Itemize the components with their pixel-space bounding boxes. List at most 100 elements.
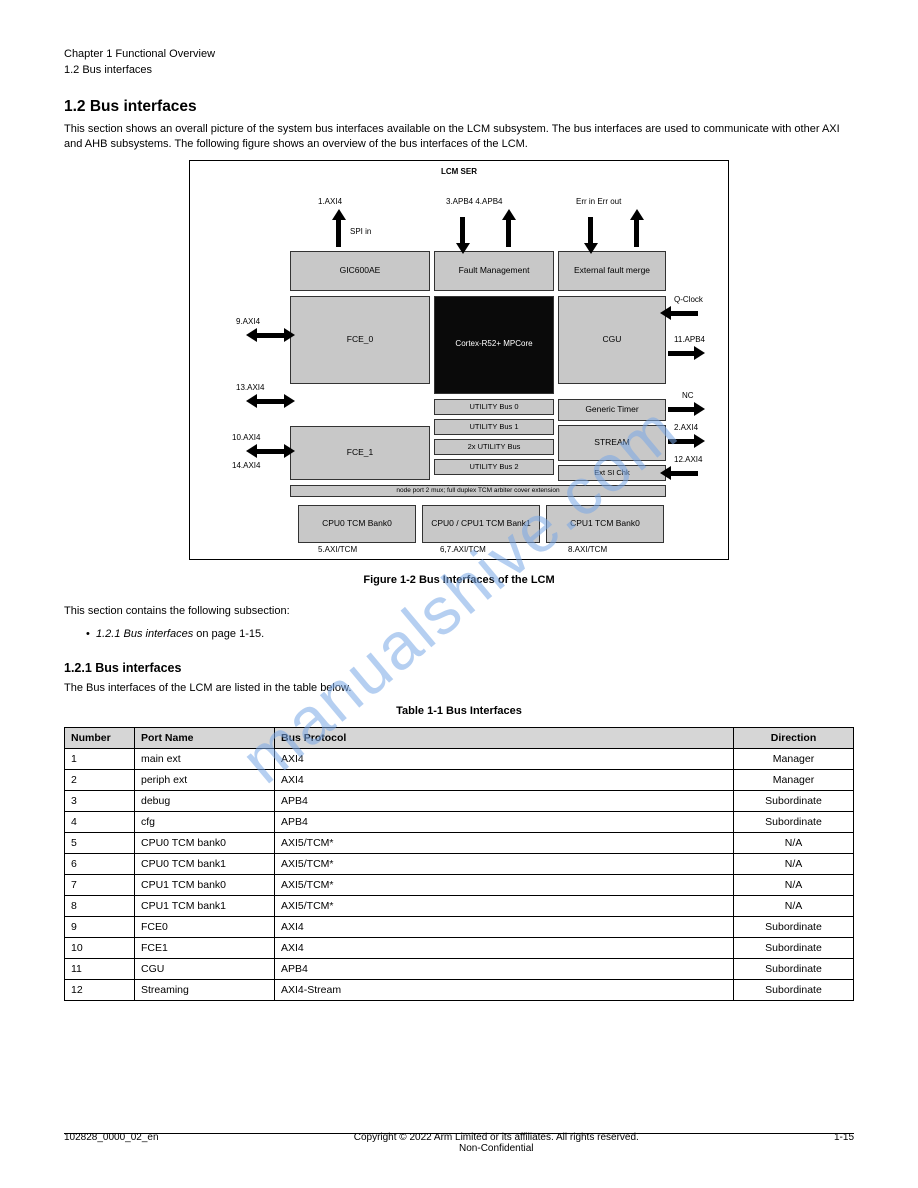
figure-frame: LCM SER GIC600AE Fault Management Extern… bbox=[189, 160, 729, 560]
arrow-icon bbox=[630, 209, 644, 220]
table-caption: Table 1-1 Bus Interfaces bbox=[64, 704, 854, 719]
table-cell: 10 bbox=[65, 938, 135, 959]
table-row: 2periph extAXI4Manager bbox=[65, 770, 854, 791]
table-cell: N/A bbox=[734, 875, 854, 896]
arrow-icon bbox=[246, 444, 257, 458]
table-cell: 3 bbox=[65, 791, 135, 812]
arrow-icon bbox=[246, 394, 257, 408]
chapter-label: Chapter 1 Functional Overview bbox=[64, 48, 854, 60]
block-util3: UTILITY Bus 2 bbox=[434, 459, 554, 475]
table-cell: N/A bbox=[734, 833, 854, 854]
footer: 102828_0000_02_en Copyright © 2022 Arm L… bbox=[64, 1132, 854, 1154]
table-cell: Manager bbox=[734, 770, 854, 791]
label-b1: 5.AXI/TCM bbox=[318, 545, 357, 554]
block-stream: STREAM bbox=[558, 425, 666, 461]
toc-link: 1.2.1 Bus interfaces bbox=[96, 628, 193, 640]
table-cell: CGU bbox=[135, 959, 275, 980]
label-top2: 3.APB4 4.APB4 bbox=[446, 197, 502, 206]
block-sic: Ext SI Chk bbox=[558, 465, 666, 481]
table-cell: Subordinate bbox=[734, 980, 854, 1001]
col-direction: Direction bbox=[734, 728, 854, 749]
table-cell: AXI4 bbox=[275, 749, 734, 770]
block-core: Cortex-R52+ MPCore bbox=[434, 296, 554, 394]
arrow-icon bbox=[246, 328, 257, 342]
label-r1: Q-Clock bbox=[674, 295, 703, 304]
arrow-icon bbox=[332, 209, 346, 220]
arrow-icon bbox=[284, 394, 295, 408]
table-cell: FCE0 bbox=[135, 917, 275, 938]
table-row: 3debugAPB4Subordinate bbox=[65, 791, 854, 812]
footer-left: 102828_0000_02_en bbox=[64, 1132, 159, 1154]
table-cell: periph ext bbox=[135, 770, 275, 791]
table-cell: 2 bbox=[65, 770, 135, 791]
table-cell: AXI5/TCM* bbox=[275, 854, 734, 875]
table-row: 7CPU1 TCM bank0AXI5/TCM*N/A bbox=[65, 875, 854, 896]
subsection-body: This section contains the following subs… bbox=[64, 604, 854, 619]
block-bar: node port 2 mux; full duplex TCM arbiter… bbox=[290, 485, 666, 497]
label-top1: 1.AXI4 bbox=[318, 197, 342, 206]
table-cell: 4 bbox=[65, 812, 135, 833]
arrow-icon bbox=[584, 243, 598, 254]
footer-right: 1-15 bbox=[834, 1132, 854, 1154]
table-cell: AXI5/TCM* bbox=[275, 875, 734, 896]
block-fce1: FCE_1 bbox=[290, 426, 430, 480]
table-row: 6CPU0 TCM bank1AXI5/TCM*N/A bbox=[65, 854, 854, 875]
arrow-icon bbox=[668, 351, 696, 356]
table-cell: 6 bbox=[65, 854, 135, 875]
arrow-icon bbox=[670, 471, 698, 476]
table-cell: 12 bbox=[65, 980, 135, 1001]
table-cell: 5 bbox=[65, 833, 135, 854]
table-cell: N/A bbox=[734, 854, 854, 875]
label-spi: SPI in bbox=[350, 227, 371, 236]
table-cell: Subordinate bbox=[734, 812, 854, 833]
section-ref: 1.2 Bus interfaces bbox=[64, 64, 854, 76]
label-l1: 9.AXI4 bbox=[236, 317, 260, 326]
label-l2: 13.AXI4 bbox=[236, 383, 264, 392]
arrow-icon bbox=[456, 243, 470, 254]
table-cell: AXI4 bbox=[275, 917, 734, 938]
block-util1: UTILITY Bus 1 bbox=[434, 419, 554, 435]
table-header-row: Number Port Name Bus Protocol Direction bbox=[65, 728, 854, 749]
table-cell: APB4 bbox=[275, 959, 734, 980]
block-fce0: FCE_0 bbox=[290, 296, 430, 384]
arrow-icon bbox=[506, 219, 511, 247]
footer-center: Copyright © 2022 Arm Limited or its affi… bbox=[354, 1132, 639, 1154]
table-cell: debug bbox=[135, 791, 275, 812]
table-row: 1main extAXI4Manager bbox=[65, 749, 854, 770]
block-util0: UTILITY Bus 0 bbox=[434, 399, 554, 415]
table-cell: Subordinate bbox=[734, 938, 854, 959]
subsection-bullet: • 1.2.1 Bus interfaces on page 1-15. bbox=[86, 627, 854, 642]
table-cell: main ext bbox=[135, 749, 275, 770]
table-cell: 8 bbox=[65, 896, 135, 917]
arrow-icon bbox=[694, 434, 705, 448]
table-cell: CPU0 TCM bank0 bbox=[135, 833, 275, 854]
table-cell: Streaming bbox=[135, 980, 275, 1001]
table-row: 9FCE0AXI4Subordinate bbox=[65, 917, 854, 938]
block-fault: Fault Management bbox=[434, 251, 554, 291]
table-row: 10FCE1AXI4Subordinate bbox=[65, 938, 854, 959]
block-util2: 2x UTILITY Bus bbox=[434, 439, 554, 455]
table-cell: Subordinate bbox=[734, 791, 854, 812]
label-b2: 6,7.AXI/TCM bbox=[440, 545, 486, 554]
block-timer: Generic Timer bbox=[558, 399, 666, 421]
table-cell: APB4 bbox=[275, 791, 734, 812]
arrow-icon bbox=[694, 402, 705, 416]
block-tcm1: CPU0 / CPU1 TCM Bank1 bbox=[422, 505, 540, 543]
table-row: 4cfgAPB4Subordinate bbox=[65, 812, 854, 833]
table-cell: N/A bbox=[734, 896, 854, 917]
label-r2: 11.APB4 bbox=[674, 335, 705, 344]
label-r3: NC bbox=[682, 391, 694, 400]
arrow-icon bbox=[256, 333, 286, 338]
arrow-icon bbox=[256, 449, 286, 454]
table-cell: 9 bbox=[65, 917, 135, 938]
arrow-icon bbox=[284, 444, 295, 458]
diagram-title: LCM SER bbox=[190, 167, 728, 176]
arrow-icon bbox=[502, 209, 516, 220]
table-cell: Subordinate bbox=[734, 917, 854, 938]
table-row: 11CGUAPB4Subordinate bbox=[65, 959, 854, 980]
intro-text: This section shows an overall picture of… bbox=[64, 122, 854, 152]
section-title: 1.2 Bus interfaces bbox=[64, 98, 854, 116]
table-cell: 1 bbox=[65, 749, 135, 770]
label-l3: 10.AXI4 bbox=[232, 433, 260, 442]
footer-sub: Non-Confidential bbox=[459, 1143, 534, 1154]
